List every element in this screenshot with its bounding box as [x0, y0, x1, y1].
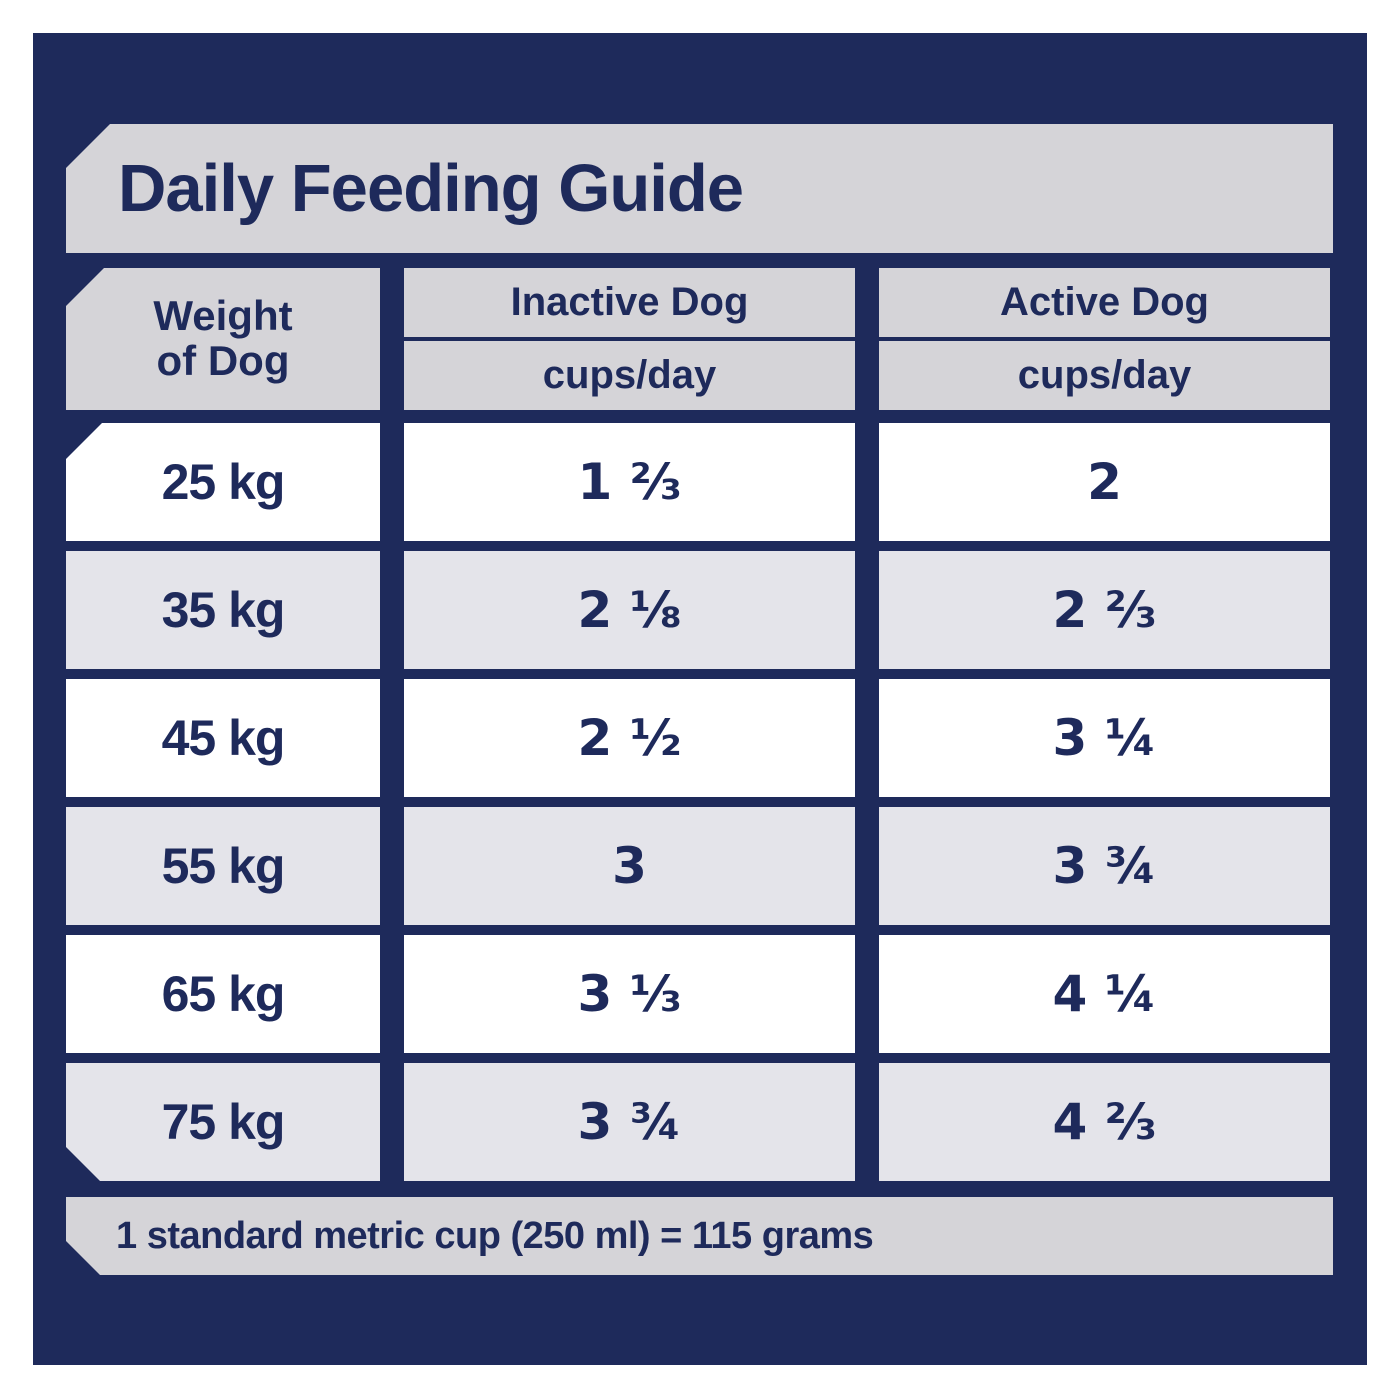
active-cups-cell: 3 ¾ — [879, 807, 1330, 925]
column-divider — [855, 268, 879, 410]
table-row: 65 kg 3 ⅓ 4 ¼ — [66, 935, 1333, 1053]
table-row: 25 kg 1 ⅔ 2 — [66, 423, 1333, 541]
active-dog-label: Active Dog — [879, 268, 1330, 341]
feeding-guide-content: Daily Feeding Guide Weight of Dog Inacti… — [66, 33, 1333, 1275]
active-cups-cell: 2 — [879, 423, 1330, 541]
column-divider — [380, 679, 404, 797]
column-divider — [855, 423, 879, 541]
weight-header-cell: Weight of Dog — [66, 268, 380, 410]
weight-cell: 65 kg — [66, 935, 380, 1053]
column-divider — [380, 551, 404, 669]
active-cups-cell: 2 ⅔ — [879, 551, 1330, 669]
column-divider — [380, 423, 404, 541]
footnote-text: 1 standard metric cup (250 ml) = 115 gra… — [116, 1214, 874, 1257]
column-divider — [380, 807, 404, 925]
header-row: Weight of Dog Inactive Dog cups/day Acti… — [66, 268, 1333, 410]
table-body: 25 kg 1 ⅔ 2 35 kg 2 ⅛ 2 ⅔ 45 kg 2 ½ — [66, 423, 1333, 1181]
column-divider — [855, 679, 879, 797]
inactive-cups-cell: 3 ⅓ — [404, 935, 855, 1053]
column-divider — [380, 1063, 404, 1181]
inactive-cups-cell: 3 — [404, 807, 855, 925]
title-band: Daily Feeding Guide — [66, 124, 1333, 253]
weight-cell: 35 kg — [66, 551, 380, 669]
inactive-dog-column-header: Inactive Dog cups/day — [404, 268, 855, 410]
footnote-band: 1 standard metric cup (250 ml) = 115 gra… — [66, 1197, 1333, 1275]
table-row: 45 kg 2 ½ 3 ¼ — [66, 679, 1333, 797]
table-row: 55 kg 3 3 ¾ — [66, 807, 1333, 925]
active-dog-column-header: Active Dog cups/day — [879, 268, 1330, 410]
active-cups-cell: 3 ¼ — [879, 679, 1330, 797]
weight-cell: 75 kg — [66, 1063, 380, 1181]
weight-cell: 55 kg — [66, 807, 380, 925]
column-divider — [380, 935, 404, 1053]
weight-cell: 25 kg — [66, 423, 380, 541]
column-divider — [855, 807, 879, 925]
column-divider — [855, 1063, 879, 1181]
inactive-cups-per-day-label: cups/day — [404, 341, 855, 410]
weight-header-line2: of Dog — [156, 337, 290, 384]
active-cups-cell: 4 ¼ — [879, 935, 1330, 1053]
inactive-cups-cell: 2 ⅛ — [404, 551, 855, 669]
column-divider — [380, 268, 404, 410]
inactive-cups-cell: 1 ⅔ — [404, 423, 855, 541]
active-cups-cell: 4 ⅔ — [879, 1063, 1330, 1181]
column-divider — [855, 935, 879, 1053]
active-cups-per-day-label: cups/day — [879, 341, 1330, 410]
weight-cell: 45 kg — [66, 679, 380, 797]
column-divider — [855, 551, 879, 669]
page-title: Daily Feeding Guide — [118, 151, 744, 226]
inactive-dog-label: Inactive Dog — [404, 268, 855, 341]
weight-header-line1: Weight — [153, 292, 293, 340]
table-row: 35 kg 2 ⅛ 2 ⅔ — [66, 551, 1333, 669]
feeding-guide-panel: Daily Feeding Guide Weight of Dog Inacti… — [33, 33, 1367, 1365]
inactive-cups-cell: 2 ½ — [404, 679, 855, 797]
table-row: 75 kg 3 ¾ 4 ⅔ — [66, 1063, 1333, 1181]
inactive-cups-cell: 3 ¾ — [404, 1063, 855, 1181]
